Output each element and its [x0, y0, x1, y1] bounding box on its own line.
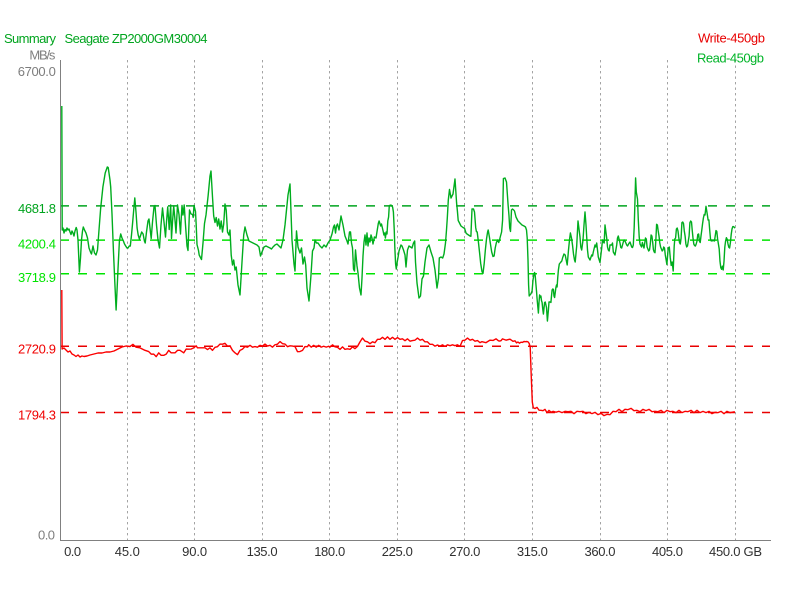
svg-text:180.0: 180.0: [314, 544, 345, 559]
svg-text:MB/s: MB/s: [29, 47, 56, 62]
svg-text:0.0: 0.0: [38, 528, 55, 543]
svg-text:90.0: 90.0: [182, 544, 207, 559]
svg-text:Seagate ZP2000GM30004: Seagate ZP2000GM30004: [65, 31, 208, 46]
svg-text:4200.4: 4200.4: [18, 237, 56, 252]
svg-text:135.0: 135.0: [247, 544, 278, 559]
svg-text:1794.3: 1794.3: [18, 408, 56, 423]
svg-text:0.0: 0.0: [64, 544, 81, 559]
svg-text:3718.9: 3718.9: [18, 270, 56, 285]
svg-text:6700.0: 6700.0: [18, 64, 56, 79]
svg-text:315.0: 315.0: [517, 544, 548, 559]
svg-text:4681.8: 4681.8: [18, 201, 56, 216]
svg-text:45.0: 45.0: [115, 544, 140, 559]
svg-text:405.0: 405.0: [652, 544, 683, 559]
svg-text:225.0: 225.0: [382, 544, 413, 559]
svg-text:450.0 GB: 450.0 GB: [709, 544, 762, 559]
svg-text:2720.9: 2720.9: [18, 341, 56, 356]
svg-text:360.0: 360.0: [585, 544, 616, 559]
svg-text:270.0: 270.0: [449, 544, 480, 559]
svg-text:Read-450gb: Read-450gb: [697, 50, 764, 65]
svg-text:Summary: Summary: [4, 31, 57, 46]
svg-text:Write-450gb: Write-450gb: [698, 31, 765, 46]
